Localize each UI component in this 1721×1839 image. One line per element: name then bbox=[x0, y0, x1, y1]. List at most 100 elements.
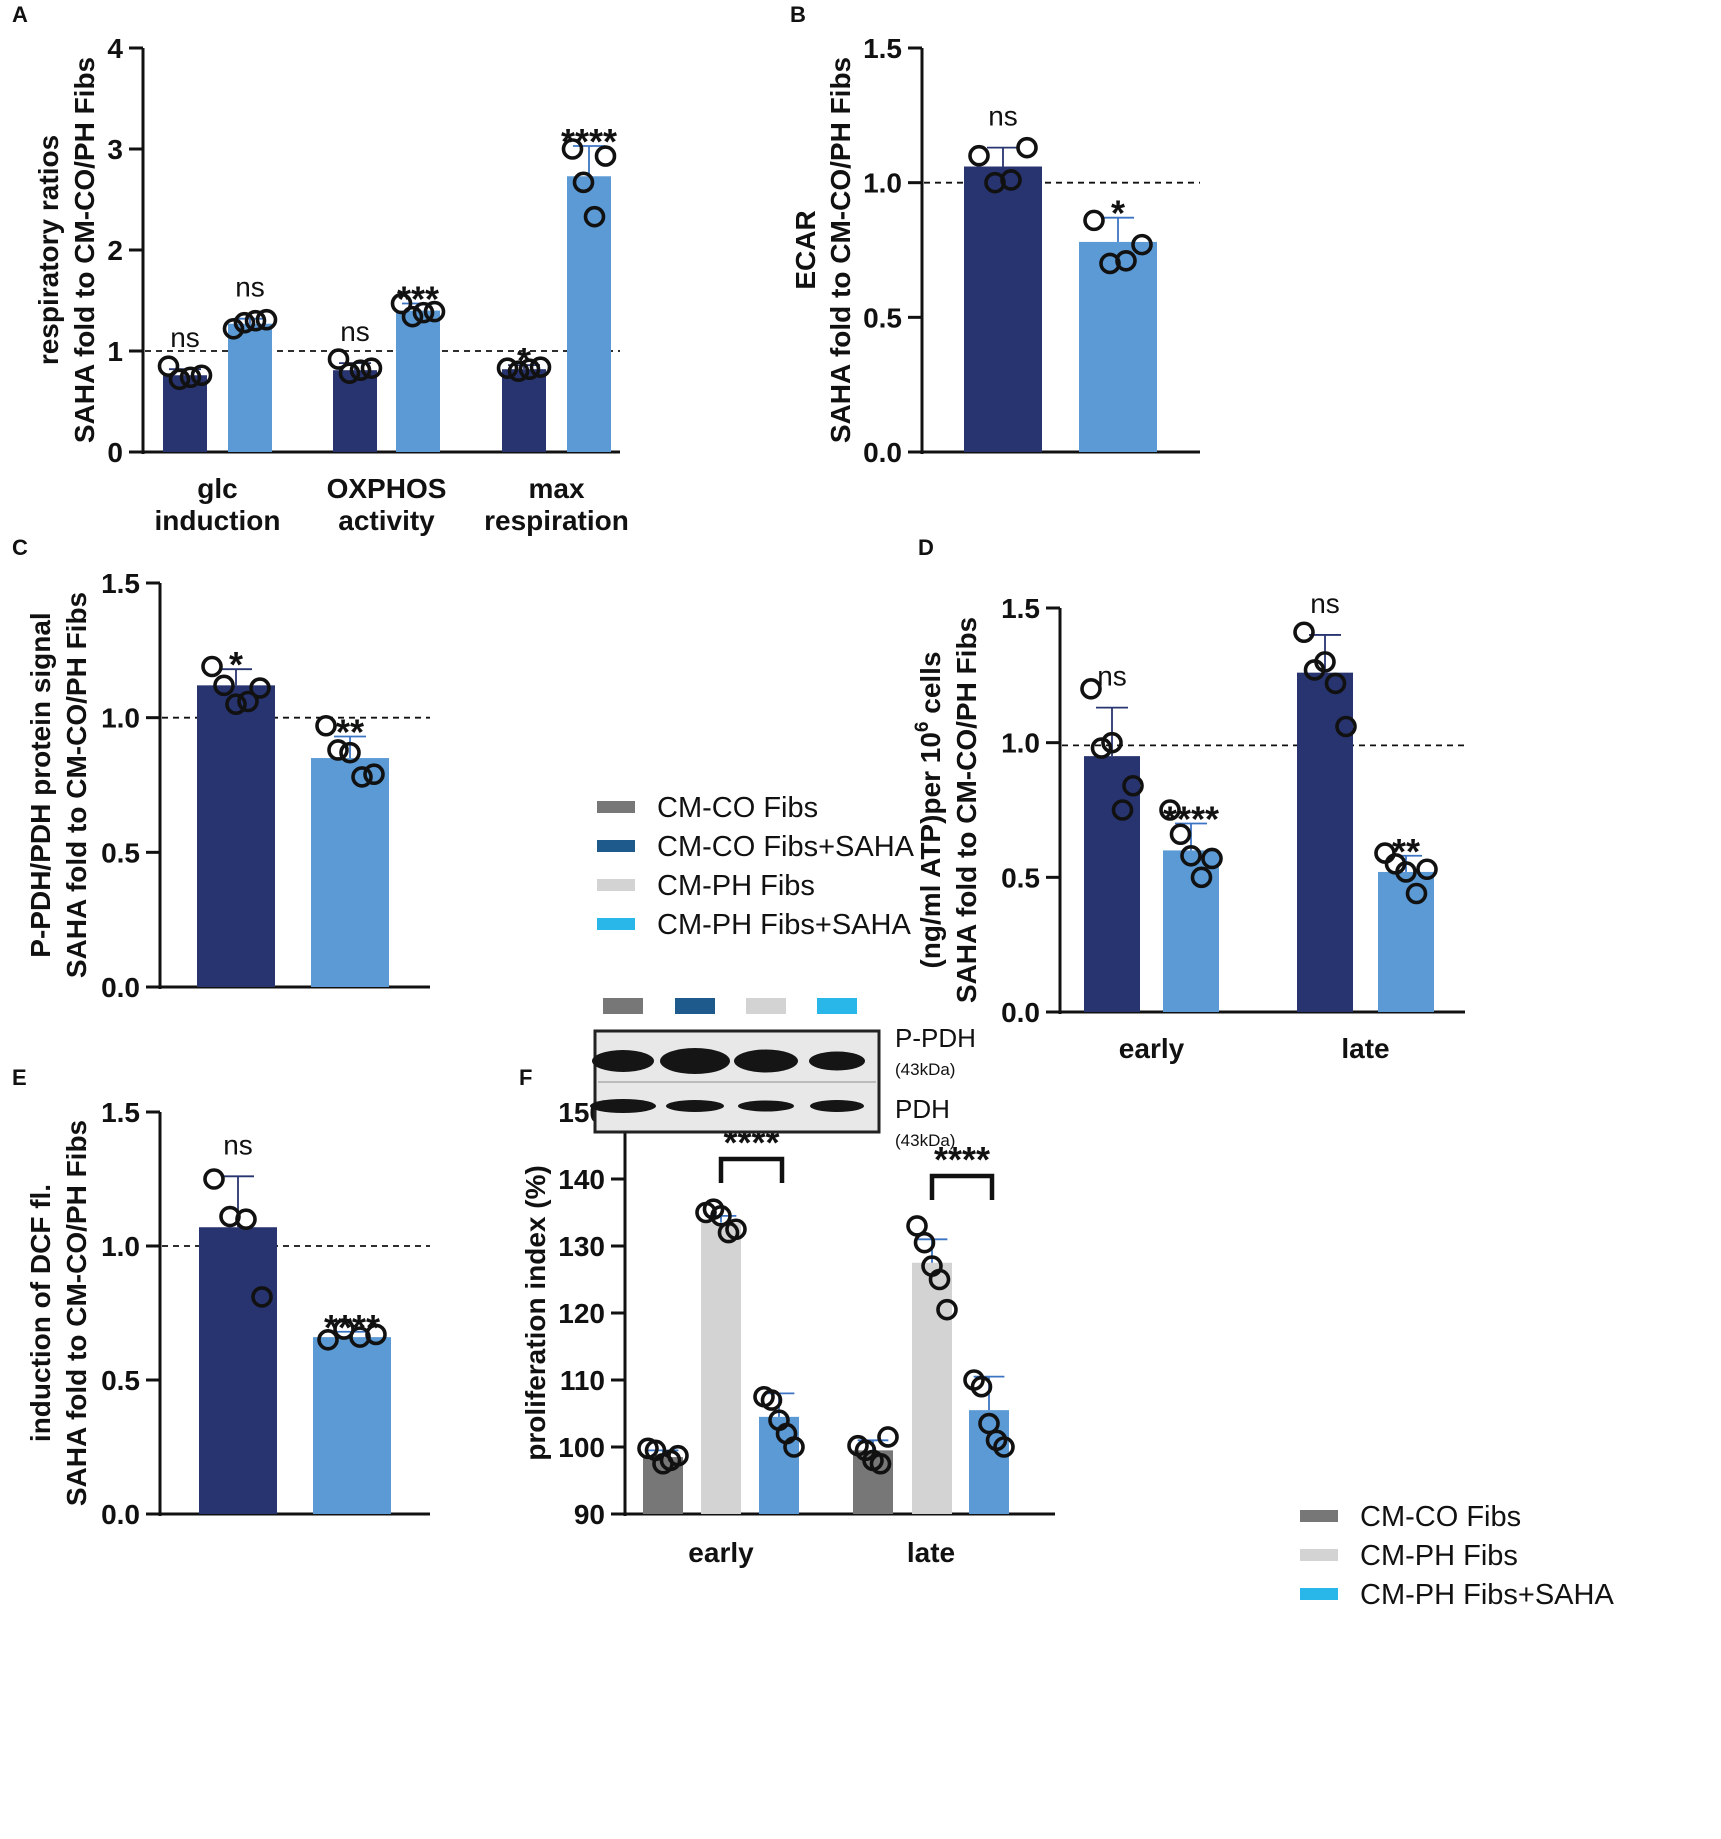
data-point bbox=[1101, 731, 1123, 754]
bracket-label: **** bbox=[934, 1139, 990, 1180]
data-point bbox=[339, 741, 361, 764]
significance-label: ns bbox=[988, 101, 1018, 132]
data-point bbox=[351, 766, 373, 788]
data-point bbox=[1016, 136, 1038, 159]
legend-swatch bbox=[1300, 1510, 1338, 1522]
data-point bbox=[1083, 209, 1105, 232]
legend-swatch bbox=[597, 801, 635, 813]
significance-label: * bbox=[1111, 193, 1125, 234]
data-point bbox=[1115, 249, 1137, 272]
legend-label: CM-CO Fibs+SAHA bbox=[657, 831, 915, 863]
significance-label: **** bbox=[324, 1307, 380, 1348]
blot-band-pdh bbox=[666, 1100, 724, 1112]
lane-color-marker bbox=[603, 998, 643, 1014]
legend-label: CM-CO Fibs bbox=[1360, 1501, 1521, 1533]
data-point bbox=[1395, 861, 1417, 883]
data-point bbox=[213, 674, 235, 697]
data-point bbox=[1180, 844, 1202, 867]
data-point bbox=[1111, 799, 1134, 821]
data-point bbox=[249, 677, 271, 699]
bar-c-s0-g1 bbox=[311, 758, 389, 987]
blot-band-ppdh bbox=[592, 1050, 654, 1072]
data-point bbox=[401, 305, 424, 328]
bar-f-s1-g1 bbox=[912, 1262, 952, 1514]
data-point bbox=[970, 1375, 993, 1398]
blot-band-ppdh bbox=[734, 1049, 798, 1073]
y-axis-label-line1: (ng/ml ATP)per 106 cells bbox=[912, 651, 946, 968]
data-point bbox=[390, 292, 413, 315]
legend-label: CM-PH Fibs bbox=[1360, 1540, 1518, 1572]
data-point bbox=[1405, 882, 1428, 905]
data-point bbox=[412, 301, 435, 324]
data-point bbox=[1416, 858, 1438, 881]
legend-swatch bbox=[1300, 1549, 1338, 1561]
bar-b-s0-g1 bbox=[1079, 241, 1157, 452]
data-point bbox=[190, 364, 213, 387]
bar-d-s0-g1 bbox=[1297, 672, 1353, 1012]
significance-label: ns bbox=[340, 316, 370, 347]
y-tick-label: 110 bbox=[560, 1365, 605, 1396]
x-category-label: respiration bbox=[484, 505, 629, 536]
x-category-label: OXPHOS bbox=[327, 473, 447, 504]
significance-bracket bbox=[718, 1156, 785, 1183]
legend-label: CM-PH Fibs bbox=[657, 870, 815, 902]
significance-label: *** bbox=[397, 279, 439, 320]
data-point bbox=[365, 1323, 387, 1346]
data-point bbox=[225, 693, 247, 716]
data-point bbox=[317, 1329, 339, 1351]
panel-c: C P-PDH/PDH protein signal SAHA fold to CM… bbox=[12, 535, 430, 1003]
data-point bbox=[338, 362, 361, 385]
data-point bbox=[561, 138, 584, 160]
y-axis-label-line2: SAHA fold to CM-CO/PH Fibs bbox=[951, 617, 982, 1003]
significance-label: ** bbox=[1392, 831, 1420, 872]
y-axis-label-line1: respiratory ratios bbox=[33, 135, 64, 365]
y-axis-label-line1: proliferation index (%) bbox=[520, 1165, 551, 1461]
y-tick-label: 140 bbox=[558, 1164, 605, 1195]
data-point bbox=[1324, 672, 1347, 695]
significance-label: * bbox=[229, 644, 243, 685]
bar-a-s1-g1 bbox=[396, 310, 440, 452]
data-point bbox=[1090, 737, 1113, 759]
y-axis-label-line2: SAHA fold to CM-CO/PH Fibs bbox=[61, 1120, 92, 1506]
data-point bbox=[968, 144, 990, 167]
y-tick-label: 1.5 bbox=[863, 33, 902, 64]
bar-f-s2-g1 bbox=[969, 1410, 1009, 1514]
data-point bbox=[1000, 169, 1022, 191]
data-point bbox=[518, 358, 541, 380]
y-axis-label-line2: SAHA fold to CM-CO/PH Fibs bbox=[825, 57, 856, 443]
bar-d-s0-g0 bbox=[1084, 756, 1140, 1012]
y-tick-label: 2 bbox=[107, 235, 123, 266]
blot-band-ppdh bbox=[660, 1048, 730, 1074]
blot-band-ppdh bbox=[809, 1051, 865, 1071]
lane-color-marker bbox=[746, 998, 786, 1014]
x-category-label: late bbox=[907, 1537, 955, 1568]
data-point bbox=[237, 690, 259, 713]
significance-label: **** bbox=[1163, 798, 1219, 839]
legend-c: CM-CO Fibs CM-CO Fibs+SAHA CM-PH Fibs CM-PH… bbox=[597, 792, 915, 941]
y-axis-label-line1: P-PDH/PDH protein signal bbox=[25, 612, 56, 957]
y-tick-label: 1.5 bbox=[1001, 593, 1040, 624]
data-point bbox=[936, 1298, 958, 1321]
data-point bbox=[235, 1208, 257, 1230]
y-tick-label: 1 bbox=[107, 336, 123, 367]
data-point bbox=[201, 655, 223, 678]
y-tick-label: 1.0 bbox=[1001, 728, 1040, 759]
data-point bbox=[222, 317, 245, 340]
data-point bbox=[913, 1231, 936, 1254]
y-tick-label: 0.0 bbox=[101, 1499, 140, 1530]
data-point bbox=[157, 355, 180, 377]
legend-swatch bbox=[1300, 1588, 1338, 1600]
y-axis-label-line2: SAHA fold to CM-CO/PH Fibs bbox=[61, 592, 92, 978]
data-point bbox=[583, 205, 606, 228]
y-tick-label: 0.5 bbox=[863, 302, 902, 333]
data-point bbox=[529, 356, 552, 378]
blot-size-ppdh: (43kDa) bbox=[895, 1060, 955, 1079]
data-point bbox=[251, 1286, 273, 1308]
panel-d: D (ng/ml ATP)per 106 cells SAHA fold to CM… bbox=[912, 535, 1465, 1064]
y-axis-label-line1: induction of DCF fl. bbox=[25, 1184, 56, 1442]
data-point bbox=[928, 1268, 951, 1291]
data-point bbox=[725, 1218, 747, 1241]
blot-size-pdh: (43kDa) bbox=[895, 1131, 955, 1150]
panel-letter-f: F bbox=[519, 1065, 532, 1090]
